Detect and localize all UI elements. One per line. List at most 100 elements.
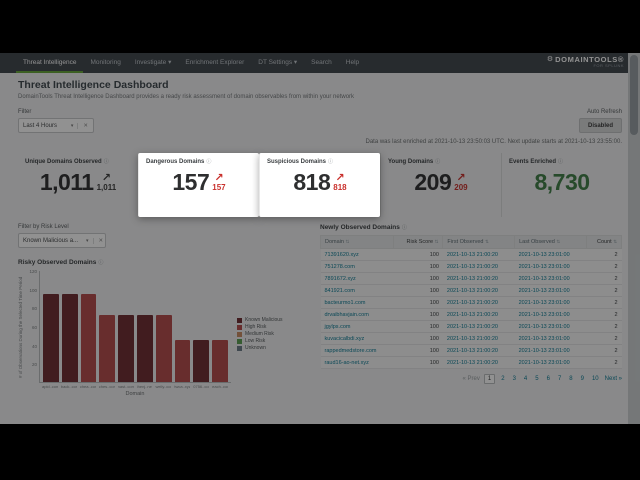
domain-cell[interactable]: 751278.com — [320, 260, 394, 273]
legend-swatch — [237, 345, 242, 351]
chevron-down-icon[interactable]: ▾ — [82, 237, 94, 244]
first-observed-cell: 2021-10-13 21:00:20 — [442, 308, 515, 321]
close-icon[interactable]: ✕ — [98, 237, 104, 244]
info-icon: ⓘ — [98, 260, 104, 266]
nav-item-investigate[interactable]: Investigate ▾ — [134, 59, 172, 66]
sort-icon[interactable]: ⇅ — [345, 239, 350, 244]
page-number-6[interactable]: 6 — [546, 376, 550, 382]
stat-card-young-domains[interactable]: Young Domains ⓘ 209 ↗ 209 — [380, 153, 501, 217]
nav-item-help[interactable]: Help — [345, 58, 360, 66]
page-number-7[interactable]: 7 — [557, 376, 562, 382]
first-observed-cell: 2021-10-13 21:00:20 — [442, 248, 515, 261]
bar-chea..com[interactable] — [80, 294, 97, 382]
stat-card-events-enriched[interactable]: Events Enriched ⓘ 8,730 — [501, 153, 622, 217]
nav-item-dt-settings[interactable]: DT Settings ▾ — [258, 59, 298, 66]
page-number-5[interactable]: 5 — [535, 376, 539, 382]
time-filter-value: Last 4 Hours — [23, 122, 58, 129]
info-icon: ⓘ — [435, 159, 441, 165]
nav-item-monitoring[interactable]: Monitoring — [90, 58, 121, 66]
chart-legend: Known Malicious High Risk Medium Risk Low R… — [237, 317, 283, 383]
scrollbar[interactable] — [628, 53, 640, 424]
column-header-first-observed[interactable]: First Observed ⇅ — [442, 235, 516, 249]
column-header-last-observed[interactable]: Last Observed ⇅ — [514, 235, 587, 249]
page-number-4[interactable]: 4 — [523, 376, 528, 382]
y-tick-label: 120 — [29, 269, 37, 274]
bar-thenj..net[interactable] — [136, 315, 153, 382]
sort-icon[interactable]: ⇅ — [434, 239, 439, 244]
scrollbar-thumb[interactable] — [630, 55, 638, 135]
bar-welly..com[interactable] — [155, 315, 172, 382]
bar-each..com[interactable] — [212, 340, 228, 382]
risk-score-cell: 100 — [393, 344, 443, 357]
column-header-domain[interactable]: Domain ⇅ — [320, 235, 394, 249]
auto-refresh-button[interactable]: Disabled — [578, 118, 622, 133]
page-number-2[interactable]: 2 — [501, 376, 505, 382]
count-cell: 2 — [586, 332, 622, 345]
stat-value: 818 — [293, 169, 331, 195]
y-tick-label: 80 — [31, 306, 37, 312]
domain-cell[interactable]: kuvacicalbdi.xyz — [320, 332, 394, 345]
x-tick-label: each..com — [212, 384, 228, 389]
info-icon: ⓘ — [103, 159, 109, 165]
y-tick-label: 20 — [31, 362, 37, 368]
page-number-8[interactable]: 8 — [569, 376, 573, 382]
stat-card-unique-domains-observed[interactable]: Unique Domains Observed ⓘ 1,011 ↗ 1,011 — [18, 153, 138, 217]
stat-value-row: 1,011 ↗ 1,011 — [25, 171, 131, 194]
risk-filter-label: Filter by Risk Level — [18, 224, 69, 230]
nav-item-threat-intelligence[interactable]: Threat Intelligence — [16, 53, 84, 73]
logo-subtext: FOR SPLUNK — [593, 63, 624, 69]
bar-back..com[interactable] — [61, 294, 78, 382]
time-filter-dropdown[interactable]: Last 4 Hours ▾ ✕ — [18, 118, 94, 133]
stat-card-suspicious-domains[interactable]: Suspicious Domains ⓘ 818 ↗ 818 — [259, 153, 380, 217]
stat-value-row: 209 ↗ 209 — [388, 171, 494, 194]
risk-score-cell: 100 — [393, 332, 443, 345]
x-axis-label: Domain — [125, 391, 145, 397]
risk-score-cell: 100 — [393, 260, 443, 273]
sort-icon[interactable]: ⇅ — [485, 239, 489, 244]
domain-cell[interactable]: jgylps.com — [320, 320, 394, 333]
bar-ches..com[interactable] — [99, 315, 116, 382]
next-page-link[interactable]: Next » — [604, 376, 622, 382]
stat-value: 209 — [414, 169, 452, 195]
domain-cell[interactable]: 841921.com — [320, 284, 394, 297]
domain-cell[interactable]: 7891672.xyz — [320, 272, 394, 285]
legend-item-low_risk: Low Risk — [237, 338, 283, 344]
chevron-down-icon[interactable]: ▾ — [67, 122, 79, 129]
domain-cell[interactable]: rappedmedstore.com — [320, 344, 394, 357]
nav-item-search[interactable]: Search — [311, 58, 332, 66]
page-number-10[interactable]: 10 — [591, 376, 599, 382]
count-cell: 2 — [586, 260, 622, 273]
page-number-1[interactable]: 1 — [483, 374, 496, 384]
risk-score-cell: 100 — [393, 284, 443, 297]
close-icon[interactable]: ✕ — [83, 122, 88, 129]
stat-card-label: Unique Domains Observed ⓘ — [25, 158, 109, 166]
risk-level-dropdown[interactable]: Known Malicious a... ▾ ✕ — [18, 233, 106, 248]
first-observed-cell: 2021-10-13 21:00:20 — [442, 344, 515, 357]
last-observed-cell: 2021-10-13 23:01:00 — [514, 248, 587, 261]
column-header-count[interactable]: Count ⇅ — [585, 235, 623, 249]
domain-cell[interactable]: drvaibhavjain.com — [320, 308, 394, 321]
domain-cell[interactable]: 71391620.xyz — [320, 248, 394, 261]
page-title: Threat Intelligence Dashboard — [18, 79, 169, 91]
lower-section: Filter by Risk Level Known Malicious a..… — [18, 224, 623, 397]
sort-icon[interactable]: ⇅ — [613, 239, 617, 244]
gear-logo-icon: ⚙ — [546, 56, 554, 64]
column-header-risk-score[interactable]: Risk Score ⇅ — [392, 235, 444, 249]
domain-cell[interactable]: bacteurmo1.com — [320, 296, 394, 309]
nav-item-enrichment-explorer[interactable]: Enrichment Explorer — [185, 58, 245, 66]
page-number-3[interactable]: 3 — [512, 376, 516, 382]
bar-apid..com[interactable] — [43, 294, 59, 382]
bar-nast..com[interactable] — [118, 315, 134, 382]
prev-page-link[interactable]: « Prev — [462, 376, 480, 382]
bar-twca..xyz[interactable] — [174, 340, 191, 382]
domain-cell[interactable]: raud16-ao-net.xyz — [320, 356, 394, 369]
sort-icon[interactable]: ⇅ — [556, 239, 561, 244]
dashboard-app: Threat Intelligence Monitoring Investigate… — [0, 53, 640, 424]
page-number-9[interactable]: 9 — [580, 376, 584, 382]
last-observed-cell: 2021-10-13 23:01:00 — [514, 344, 587, 357]
count-cell: 2 — [586, 308, 622, 321]
legend-item-high_risk: High Risk — [237, 324, 283, 330]
stat-card-dangerous-domains[interactable]: Dangerous Domains ⓘ 157 ↗ 157 — [138, 153, 259, 217]
legend-label: Medium Risk — [245, 331, 274, 337]
bar-0756..com[interactable] — [193, 340, 210, 382]
